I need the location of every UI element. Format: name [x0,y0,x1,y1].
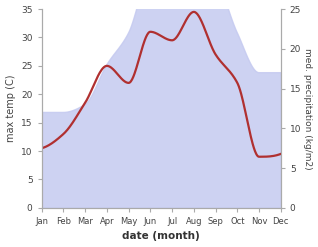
Y-axis label: max temp (C): max temp (C) [5,75,16,142]
Y-axis label: med. precipitation (kg/m2): med. precipitation (kg/m2) [303,48,313,169]
X-axis label: date (month): date (month) [122,231,200,242]
